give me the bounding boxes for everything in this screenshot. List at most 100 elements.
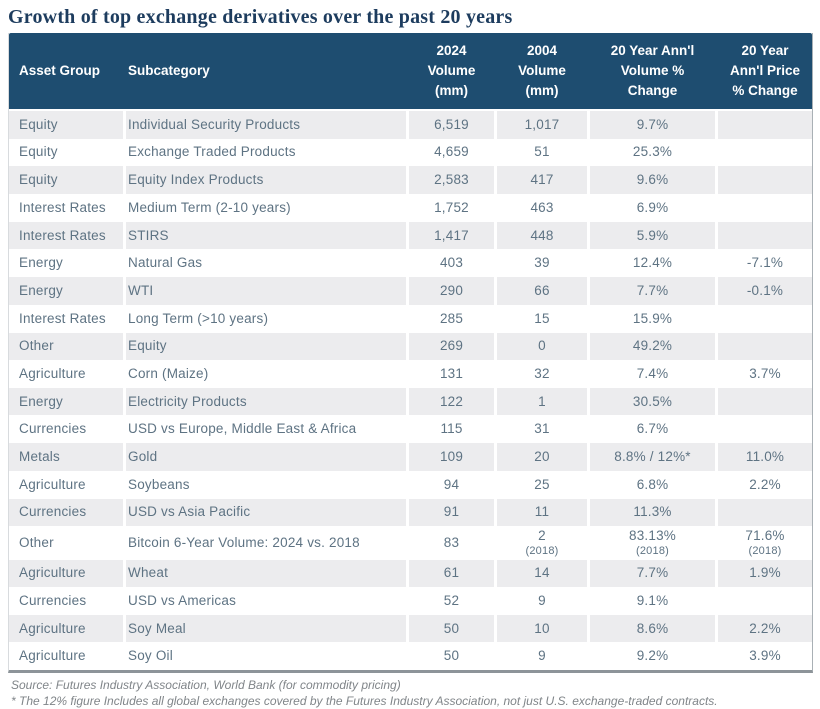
subcategory-cell: Gold: [126, 443, 406, 471]
volume-2004-cell: 1: [497, 387, 587, 416]
table-row: Energy Electricity Products 122 1 30.5%: [9, 387, 812, 416]
asset-group-cell: Interest Rates: [19, 310, 106, 326]
column-header-2024-volume: 2024 Volume (mm): [427, 43, 476, 98]
table-row: Agriculture Soybeans 94 25 6.8% 2.2%: [9, 471, 812, 499]
price-change-cell: [718, 221, 812, 250]
volume-2004-cell: 66: [497, 277, 587, 305]
price-change-cell: 2.2%: [749, 476, 781, 492]
volume-change-cell: 9.1%: [636, 592, 669, 608]
subcategory-cell: USD vs Americas: [128, 592, 237, 608]
asset-group-cell: Agriculture: [19, 365, 86, 381]
table-row: Equity Equity Index Products 2,583 417 9.6%: [9, 166, 812, 194]
volume-2024-cell: 52: [443, 592, 460, 608]
volume-change-cell: 8.8% / 12%*: [590, 443, 715, 471]
volume-2024-cell: 83: [443, 534, 460, 550]
asset-group-cell: Equity: [9, 111, 123, 139]
volume-2004-cell: 448: [497, 221, 587, 250]
page-title: Growth of top exchange derivatives over …: [8, 6, 513, 28]
volume-2024-cell: 269: [409, 332, 494, 360]
volume-2004-cell: 11: [497, 498, 587, 527]
volume-2004-cell: 9: [538, 592, 546, 608]
volume-2024-cell: 122: [409, 387, 494, 416]
cell-subtext: (2018): [748, 545, 782, 558]
table-row: Metals Gold 109 20 8.8% / 12%* 11.0%: [9, 443, 812, 471]
asset-group-cell: Metals: [9, 443, 123, 471]
volume-2024-cell: 91: [409, 498, 494, 527]
table-row: Other Bitcoin 6-Year Volume: 2024 vs. 201…: [9, 526, 812, 559]
subcategory-cell: USD vs Asia Pacific: [126, 498, 406, 527]
asset-group-cell: Interest Rates: [9, 221, 123, 250]
table-row: Currencies USD vs Europe, Middle East & A…: [9, 416, 812, 444]
table-body: Equity Individual Security Products 6,519 1…: [9, 111, 812, 670]
asset-group-cell: Interest Rates: [19, 199, 106, 215]
volume-change-cell: 7.7%: [590, 277, 715, 305]
price-change-cell: [718, 416, 812, 444]
subcategory-cell: Natural Gas: [128, 255, 203, 271]
cell-subtext: (2018): [636, 545, 669, 558]
cell-subtext: (2018): [525, 545, 559, 558]
column-header-asset-group: Asset Group: [19, 63, 101, 78]
subcategory-cell: Equity: [126, 332, 406, 360]
asset-group-cell: Equity: [9, 166, 123, 194]
asset-group-cell: Energy: [9, 387, 123, 416]
price-change-cell: [718, 587, 812, 615]
price-change-cell: 3.9%: [749, 648, 781, 664]
asset-group-cell: Other: [9, 332, 123, 360]
subcategory-cell: Corn (Maize): [128, 365, 209, 381]
price-change-cell: 3.7%: [749, 365, 781, 381]
volume-2024-cell: 50: [409, 614, 494, 643]
asset-group-cell: Energy: [19, 255, 63, 271]
volume-2004-cell: 2 (2018): [497, 526, 587, 559]
subcategory-cell: Exchange Traded Products: [128, 144, 296, 160]
subcategory-cell: Electricity Products: [126, 387, 406, 416]
source-note: Source: Futures Industry Association, Wo…: [11, 678, 401, 693]
asset-group-cell: Agriculture: [19, 476, 86, 492]
price-change-cell: [718, 139, 812, 167]
price-change-cell: -7.1%: [746, 255, 784, 271]
table-row: Energy Natural Gas 403 39 12.4% -7.1%: [9, 249, 812, 277]
table-row: Energy WTI 290 66 7.7% -0.1%: [9, 277, 812, 305]
table-row: Interest Rates Long Term (>10 years) 285 15…: [9, 305, 812, 333]
asset-group-cell: Currencies: [9, 498, 123, 527]
column-header-subcategory: Subcategory: [128, 63, 210, 78]
price-change-cell: [718, 111, 812, 139]
subcategory-cell: Soy Oil: [128, 648, 173, 664]
derivatives-table: Asset Group Subcategory 2024 Volume (mm)…: [8, 33, 813, 674]
subcategory-cell: Bitcoin 6-Year Volume: 2024 vs. 2018: [128, 534, 360, 550]
asset-group-cell: Agriculture: [19, 648, 86, 664]
volume-2004-cell: 14: [497, 559, 587, 587]
volume-change-cell: 8.6%: [590, 614, 715, 643]
volume-2024-cell: 131: [439, 365, 464, 381]
price-change-cell: [718, 498, 812, 527]
volume-2004-cell: 15: [534, 310, 550, 326]
price-change-cell: 1.9%: [718, 559, 812, 587]
price-change-cell: [718, 194, 812, 222]
volume-2004-cell: 10: [497, 614, 587, 643]
volume-2004-cell: 32: [534, 365, 550, 381]
asset-group-cell: Agriculture: [9, 614, 123, 643]
volume-2024-cell: 50: [443, 648, 460, 664]
volume-2024-cell: 403: [439, 255, 464, 271]
volume-2024-cell: 61: [409, 559, 494, 587]
column-header-price-pct-change: 20 Year Ann'l Price % Change: [730, 43, 800, 98]
table-row: Agriculture Wheat 61 14 7.7% 1.9%: [9, 559, 812, 587]
volume-change-cell: 9.7%: [590, 111, 715, 139]
volume-2004-cell: 51: [534, 144, 550, 160]
asset-group-cell: Equity: [19, 144, 58, 160]
price-change-cell: 71.6% (2018): [718, 526, 812, 559]
volume-2004-cell: 20: [497, 443, 587, 471]
volume-change-cell: 6.9%: [636, 199, 669, 215]
subcategory-cell: Medium Term (2-10 years): [128, 199, 291, 215]
volume-2004-cell: 25: [534, 476, 550, 492]
table-row: Currencies USD vs Americas 52 9 9.1%: [9, 587, 812, 615]
subcategory-cell: WTI: [126, 277, 406, 305]
price-change-cell: [718, 332, 812, 360]
volume-2024-cell: 4,659: [434, 144, 469, 160]
volume-change-cell: 11.3%: [590, 498, 715, 527]
volume-2004-cell: 463: [530, 199, 554, 215]
volume-2004-cell: 9: [538, 648, 546, 664]
volume-2024-cell: 1,752: [434, 199, 469, 215]
table-row: Equity Exchange Traded Products 4,659 51 25.…: [9, 139, 812, 167]
asset-group-cell: Currencies: [19, 592, 87, 608]
subcategory-cell: Long Term (>10 years): [128, 310, 269, 326]
